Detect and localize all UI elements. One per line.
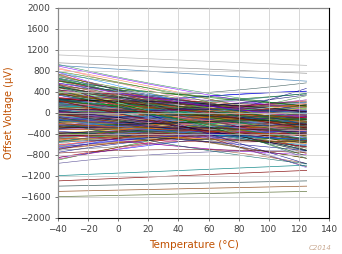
X-axis label: Temperature (°C): Temperature (°C) [149,240,238,250]
Text: C2014: C2014 [309,245,332,251]
Y-axis label: Offset Voltage (µV): Offset Voltage (µV) [4,66,14,159]
